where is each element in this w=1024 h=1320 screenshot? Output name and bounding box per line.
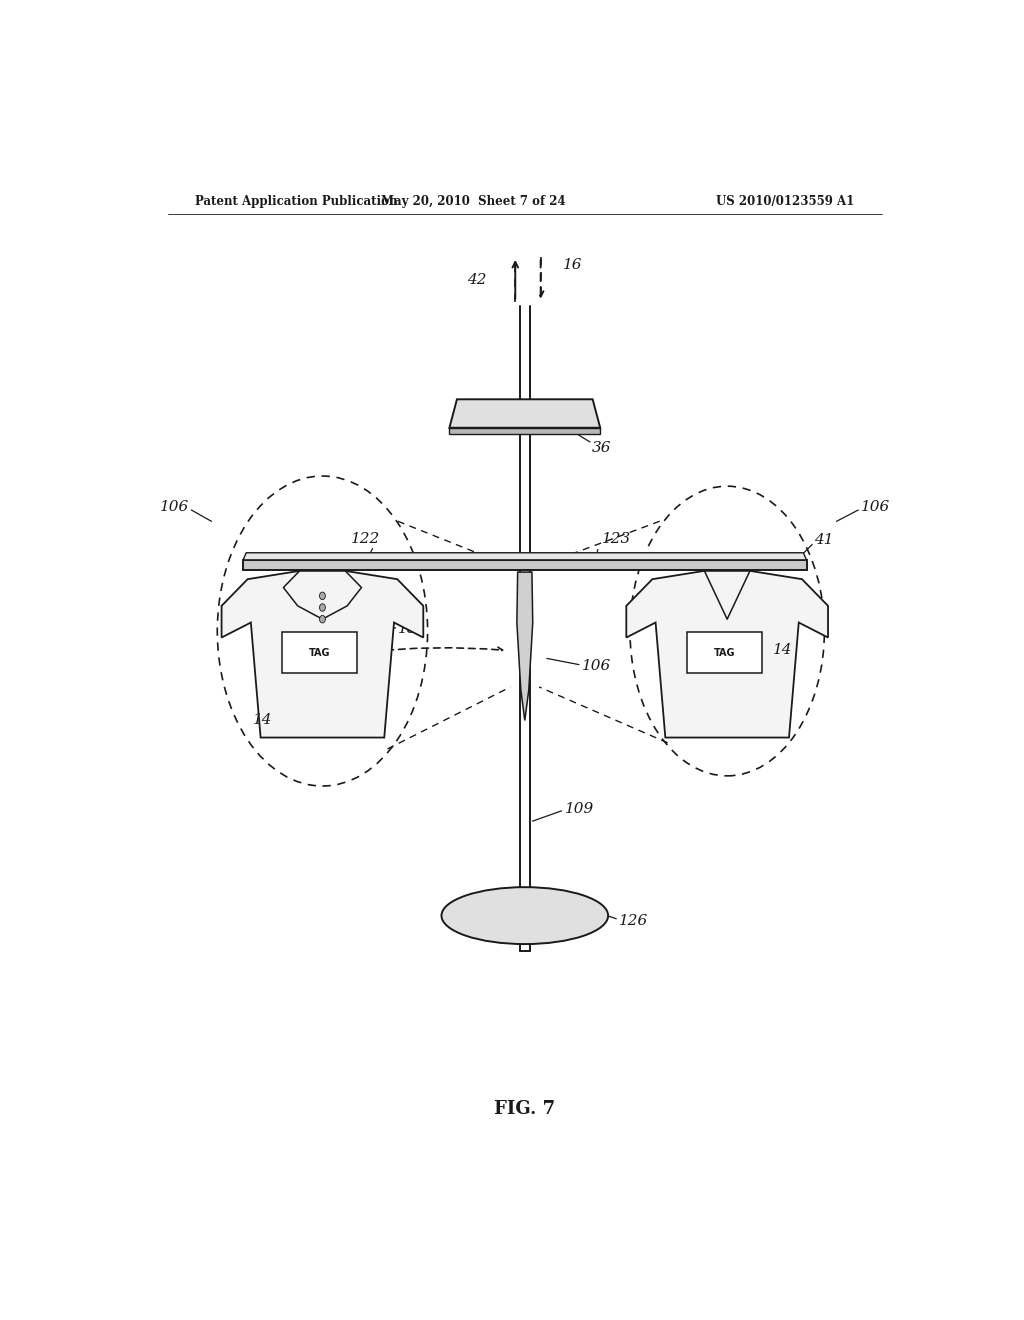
Text: 14: 14 [773,643,793,657]
FancyBboxPatch shape [687,632,762,673]
Polygon shape [450,399,600,428]
Text: 106: 106 [160,500,189,513]
FancyBboxPatch shape [282,632,357,673]
Text: 123: 123 [602,532,631,545]
Text: 106: 106 [860,500,890,513]
Text: 42: 42 [467,273,486,288]
Polygon shape [627,570,828,738]
Text: 36: 36 [592,441,611,455]
Text: FIG. 7: FIG. 7 [495,1100,555,1118]
Ellipse shape [441,887,608,944]
Text: 16: 16 [563,259,583,272]
Text: 126: 126 [618,913,648,928]
Polygon shape [450,428,600,434]
Polygon shape [221,570,423,738]
Circle shape [319,615,326,623]
Polygon shape [243,560,807,570]
Text: TAG: TAG [309,648,331,657]
Text: US 2010/0123559 A1: US 2010/0123559 A1 [716,194,854,207]
Text: 109: 109 [564,801,594,816]
Text: Patent Application Publication: Patent Application Publication [196,194,398,207]
Circle shape [319,603,326,611]
Polygon shape [243,553,807,560]
Text: 14: 14 [253,714,272,727]
Text: 18: 18 [397,622,418,636]
Circle shape [319,593,326,599]
Text: 41: 41 [814,532,834,546]
Text: TAG: TAG [714,648,735,657]
Text: 122: 122 [351,532,380,545]
Polygon shape [517,572,532,721]
Text: May 20, 2010  Sheet 7 of 24: May 20, 2010 Sheet 7 of 24 [381,194,565,207]
Text: 106: 106 [582,659,611,673]
